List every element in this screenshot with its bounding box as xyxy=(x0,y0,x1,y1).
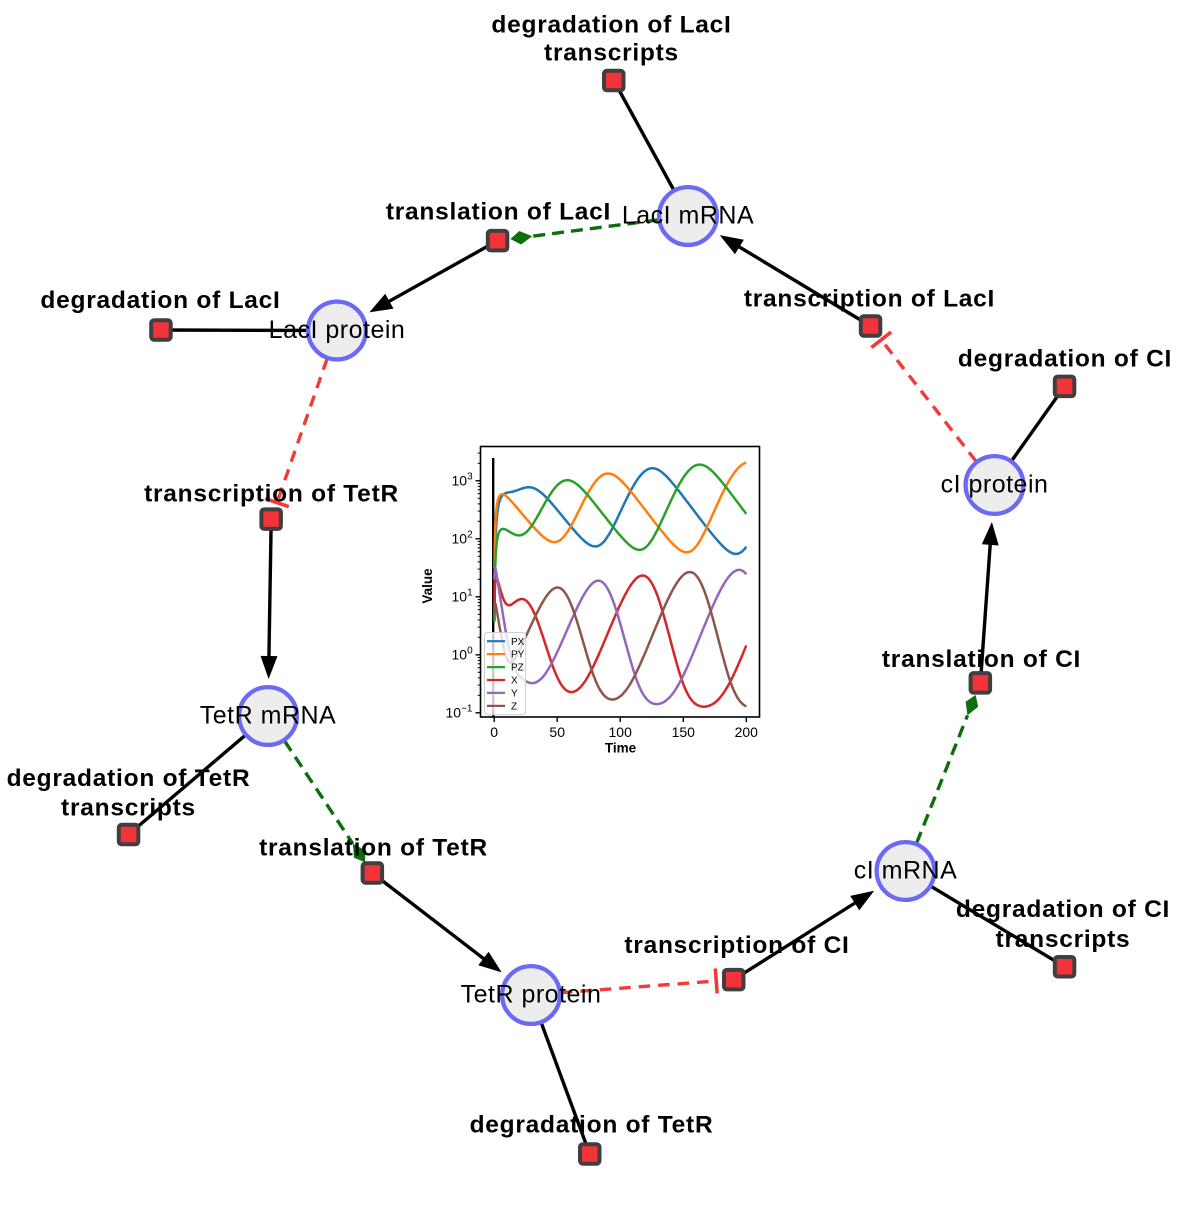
svg-text:100: 100 xyxy=(609,724,633,740)
svg-text:X: X xyxy=(511,676,518,687)
svg-text:Y: Y xyxy=(511,689,518,700)
svg-text:Value: Value xyxy=(420,568,435,604)
svg-text:50: 50 xyxy=(549,724,565,740)
svg-text:PX: PX xyxy=(511,637,525,648)
svg-text:TetR mRNA: TetR mRNA xyxy=(200,702,336,730)
svg-text:degradation of LacI: degradation of LacI xyxy=(491,11,731,38)
svg-text:cI mRNA: cI mRNA xyxy=(854,857,958,885)
svg-text:translation of TetR: translation of TetR xyxy=(259,835,488,862)
svg-text:translation of LacI: translation of LacI xyxy=(386,198,611,225)
svg-text:degradation of LacI: degradation of LacI xyxy=(40,287,280,314)
svg-text:degradation of TetR: degradation of TetR xyxy=(7,765,251,792)
svg-text:translation of CI: translation of CI xyxy=(882,646,1081,673)
svg-text:transcripts: transcripts xyxy=(996,926,1131,953)
svg-text:transcription of CI: transcription of CI xyxy=(624,932,849,959)
svg-text:degradation of TetR: degradation of TetR xyxy=(470,1111,714,1138)
svg-text:LacI mRNA: LacI mRNA xyxy=(622,202,754,230)
svg-text:100: 100 xyxy=(452,645,474,662)
svg-text:transcription of LacI: transcription of LacI xyxy=(744,285,995,312)
svg-text:transcripts: transcripts xyxy=(544,40,679,67)
svg-text:103: 103 xyxy=(452,471,474,488)
svg-text:0: 0 xyxy=(490,724,498,740)
svg-text:degradation of CI: degradation of CI xyxy=(958,346,1172,373)
svg-text:PY: PY xyxy=(511,650,525,661)
svg-text:degradation of CI: degradation of CI xyxy=(956,896,1170,923)
svg-text:150: 150 xyxy=(672,724,696,740)
svg-text:TetR protein: TetR protein xyxy=(461,981,602,1009)
svg-text:10−1: 10−1 xyxy=(446,703,473,720)
svg-text:Z: Z xyxy=(511,702,517,713)
svg-text:PZ: PZ xyxy=(511,663,524,674)
svg-text:Time: Time xyxy=(605,741,637,756)
svg-text:transcription of TetR: transcription of TetR xyxy=(144,480,399,507)
svg-text:transcripts: transcripts xyxy=(61,795,196,822)
svg-text:102: 102 xyxy=(452,529,474,546)
svg-text:101: 101 xyxy=(452,587,474,604)
svg-text:200: 200 xyxy=(735,724,759,740)
svg-text:cI protein: cI protein xyxy=(941,471,1049,499)
svg-text:LacI protein: LacI protein xyxy=(269,316,406,344)
